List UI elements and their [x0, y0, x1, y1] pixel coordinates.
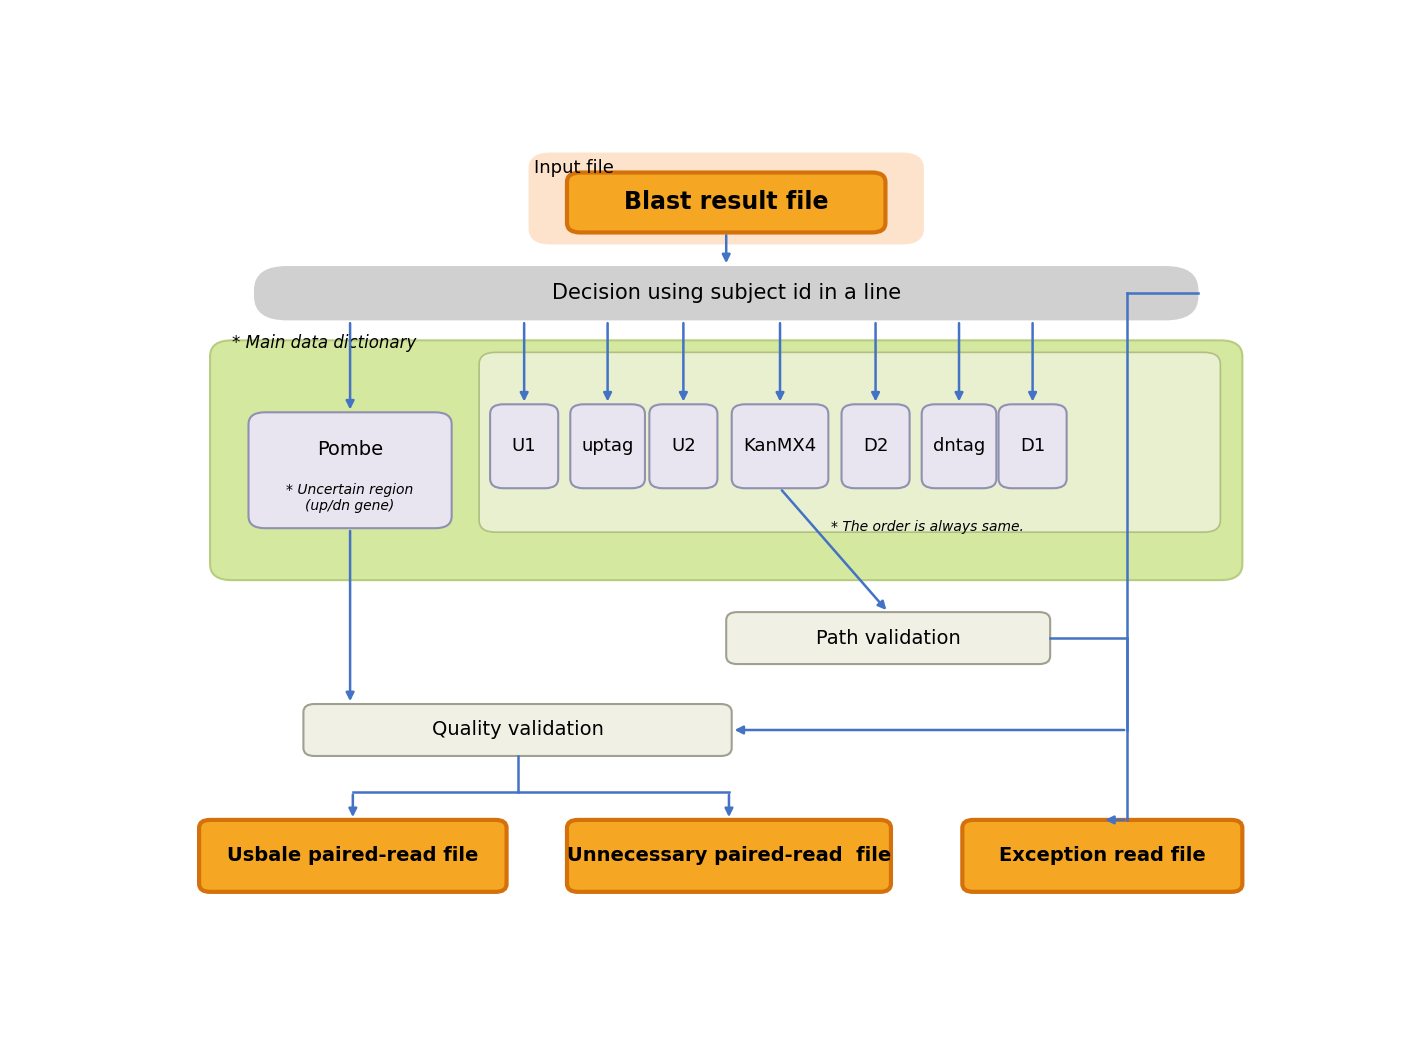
FancyBboxPatch shape — [490, 404, 558, 488]
Text: dntag: dntag — [932, 437, 985, 456]
FancyBboxPatch shape — [962, 820, 1243, 892]
FancyBboxPatch shape — [529, 153, 924, 244]
Text: U1: U1 — [512, 437, 537, 456]
FancyBboxPatch shape — [649, 404, 717, 488]
Text: * The order is always same.: * The order is always same. — [830, 520, 1023, 535]
FancyBboxPatch shape — [210, 340, 1243, 580]
Text: Path validation: Path validation — [816, 629, 961, 648]
Text: Pombe: Pombe — [317, 440, 383, 459]
FancyBboxPatch shape — [198, 820, 507, 892]
Text: D2: D2 — [863, 437, 888, 456]
FancyBboxPatch shape — [303, 704, 731, 756]
Text: Decision using subject id in a line: Decision using subject id in a line — [551, 283, 901, 303]
FancyBboxPatch shape — [248, 412, 452, 528]
Text: uptag: uptag — [581, 437, 633, 456]
FancyBboxPatch shape — [567, 820, 891, 892]
Text: Usbale paired-read file: Usbale paired-read file — [227, 846, 479, 866]
FancyBboxPatch shape — [731, 404, 829, 488]
FancyBboxPatch shape — [727, 612, 1050, 664]
FancyBboxPatch shape — [567, 172, 886, 233]
Text: U2: U2 — [672, 437, 696, 456]
FancyBboxPatch shape — [999, 404, 1067, 488]
FancyBboxPatch shape — [842, 404, 910, 488]
Text: Unnecessary paired-read  file: Unnecessary paired-read file — [567, 846, 891, 866]
FancyBboxPatch shape — [921, 404, 996, 488]
Text: Quality validation: Quality validation — [432, 720, 604, 739]
FancyBboxPatch shape — [479, 352, 1220, 532]
Text: KanMX4: KanMX4 — [744, 437, 816, 456]
Text: Input file: Input file — [534, 159, 614, 176]
Text: Blast result file: Blast result file — [623, 191, 829, 215]
Text: * Uncertain region
(up/dn gene): * Uncertain region (up/dn gene) — [286, 483, 414, 513]
Text: * Main data dictionary: * Main data dictionary — [232, 334, 417, 352]
Text: Exception read file: Exception read file — [999, 846, 1206, 866]
Text: D1: D1 — [1020, 437, 1046, 456]
FancyBboxPatch shape — [254, 266, 1199, 321]
FancyBboxPatch shape — [570, 404, 645, 488]
